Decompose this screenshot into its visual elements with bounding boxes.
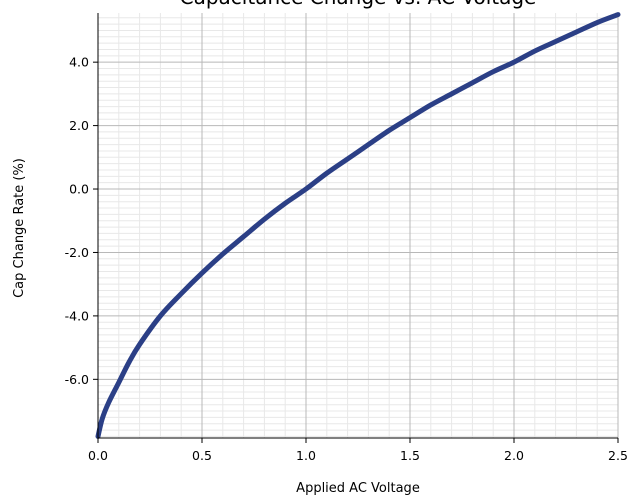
chart-title: Capacitance Change vs. AC Voltage [180,0,537,9]
y-tick-label: 0.0 [69,182,89,197]
axes [97,13,618,439]
y-tick-label: -6.0 [65,372,89,387]
y-tick-label: -4.0 [65,308,89,323]
x-axis-ticks: 0.0 0.5 1.0 1.5 2.0 2.5 [88,438,628,463]
major-grid [97,13,619,438]
x-tick-label: 2.0 [504,448,524,463]
x-tick-label: 1.0 [296,448,316,463]
y-tick-label: 2.0 [69,118,89,133]
y-axis-label: Cap Change Rate (%) [12,158,27,298]
y-axis-ticks: 4.0 2.0 0.0 -2.0 -4.0 -6.0 [65,55,98,387]
y-tick-label: 4.0 [69,55,89,70]
y-tick-label: -2.0 [65,245,89,260]
x-tick-label: 1.5 [400,448,420,463]
x-tick-label: 0.5 [192,448,212,463]
x-tick-label: 2.5 [608,448,628,463]
x-tick-label: 0.0 [88,448,108,463]
minor-grid [98,13,618,438]
x-axis-label: Applied AC Voltage [296,481,420,496]
series-line [95,12,621,439]
